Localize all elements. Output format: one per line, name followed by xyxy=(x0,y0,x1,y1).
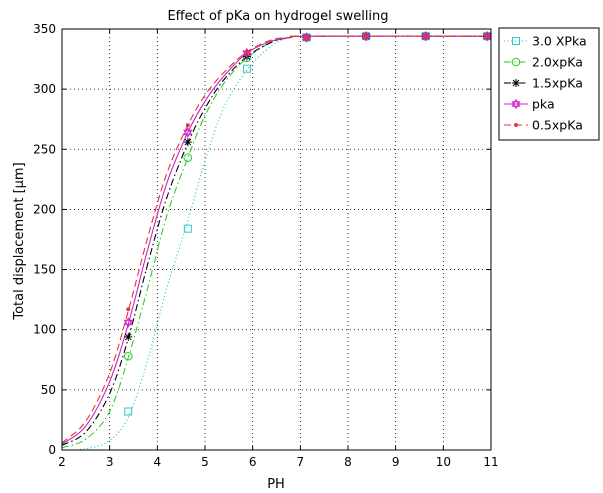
y-tick-label: 350 xyxy=(33,22,56,36)
data-point-1 xyxy=(123,351,133,361)
series-line-2 xyxy=(61,35,492,446)
y-tick-label: 50 xyxy=(41,383,56,397)
y-axis-title: Total displacement [µm] xyxy=(12,162,27,320)
y-tick-label: 100 xyxy=(33,323,56,337)
legend-swatch-marker xyxy=(512,37,520,45)
data-point-1 xyxy=(183,153,193,163)
legend-entry-label: 1.5xpKa xyxy=(532,76,583,91)
y-tick-label: 200 xyxy=(33,202,56,216)
series-line-1 xyxy=(61,35,492,449)
data-point-4 xyxy=(185,123,190,128)
data-point-4 xyxy=(126,307,131,312)
x-tick-label: 6 xyxy=(249,455,257,469)
grid-lines xyxy=(62,29,491,450)
chart-title: Effect of pKa on hydrogel swelling xyxy=(167,9,388,24)
data-point-3 xyxy=(361,30,371,42)
data-point-3 xyxy=(421,30,431,42)
legend-entry-label: pka xyxy=(532,97,555,112)
y-tick-label: 0 xyxy=(48,443,56,457)
x-tick-label: 10 xyxy=(436,455,451,469)
data-point-3 xyxy=(183,127,193,138)
data-point-4 xyxy=(364,34,369,39)
x-tick-label: 2 xyxy=(58,455,66,469)
legend-swatch-marker xyxy=(511,98,521,110)
x-axis-title: PH xyxy=(267,477,285,492)
y-tick-label: 250 xyxy=(33,142,56,156)
y-tick-label: 300 xyxy=(33,82,56,96)
series-line-4 xyxy=(61,35,492,444)
legend-entry-label: 3.0 XPka xyxy=(532,34,587,49)
legend-entry-label: 0.5xpKa xyxy=(532,118,583,133)
legend-entry-label: 2.0xpKa xyxy=(532,55,583,70)
x-tick-label: 7 xyxy=(297,455,305,469)
series-markers xyxy=(123,30,492,416)
data-point-4 xyxy=(485,34,490,39)
data-point-4 xyxy=(423,34,428,39)
data-point-0 xyxy=(124,407,133,416)
x-tick-label: 11 xyxy=(483,455,498,469)
legend-swatch-marker xyxy=(512,79,520,87)
series-line-3 xyxy=(61,35,492,445)
data-point-2 xyxy=(124,332,133,341)
series-lines xyxy=(61,35,492,451)
legend-swatch-marker xyxy=(511,57,521,67)
axis-ticks: 2 3 4 5 6 7 8 9 10 11 0 50 100 150 200 250 300 350 xyxy=(33,22,499,469)
y-tick-label: 150 xyxy=(33,263,56,277)
x-tick-label: 9 xyxy=(392,455,400,469)
data-point-3 xyxy=(123,317,133,328)
x-tick-label: 4 xyxy=(154,455,162,469)
legend-swatch-marker xyxy=(513,122,519,128)
series-line-0 xyxy=(61,35,492,451)
data-point-0 xyxy=(242,64,251,73)
data-point-4 xyxy=(244,49,249,54)
data-point-3 xyxy=(482,30,492,42)
x-tick-label: 8 xyxy=(344,455,352,469)
x-tick-label: 3 xyxy=(106,455,114,469)
legend: 3.0 XPka 2.0xpKa 1.5xpKa pka 0.5xpKa xyxy=(498,27,600,141)
data-point-2 xyxy=(183,138,192,147)
plot-area-frame xyxy=(61,28,492,451)
data-point-3 xyxy=(301,32,312,43)
data-point-4 xyxy=(304,35,309,40)
x-tick-label: 5 xyxy=(201,455,209,469)
data-point-0 xyxy=(183,224,192,233)
